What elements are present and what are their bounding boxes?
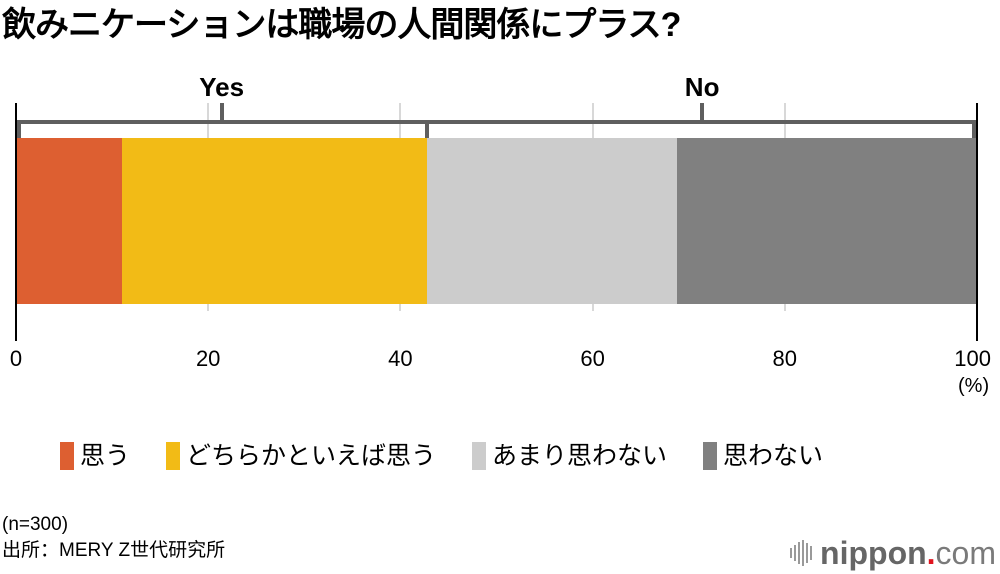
axis-line-right: [976, 103, 978, 341]
sound-wave-icon: [790, 540, 813, 566]
legend-label: 思わない: [723, 442, 824, 470]
legend-item: 思う: [60, 441, 130, 471]
legend: 思う どちらかといえば思う あまり思わない 思わない: [60, 441, 859, 471]
bar-segment-1: [16, 138, 122, 304]
legend-item: あまり思わない: [472, 441, 667, 471]
legend-label: どちらかといえば思う: [186, 442, 437, 470]
x-tick-label: 100: [954, 346, 991, 371]
chart-title: 飲みニケーションは職場の人間関係にプラス?: [2, 6, 681, 44]
x-tick-label: 80: [772, 346, 798, 371]
legend-item: 思わない: [703, 441, 823, 471]
nippon-logo: nippon. com: [790, 535, 996, 571]
bracket-center-tick: [219, 103, 224, 123]
bracket-divider: [425, 120, 430, 138]
bar-segment-3: [427, 138, 678, 304]
bracket-end-left: [17, 120, 21, 138]
source-note: 出所：MERY Z世代研究所: [2, 540, 226, 561]
legend-swatch: [60, 442, 74, 470]
bracket-center-tick: [700, 103, 705, 123]
bracket-end-right: [972, 120, 976, 138]
bar-segment-2: [121, 138, 428, 304]
legend-swatch: [703, 442, 718, 470]
axis-line-left: [15, 103, 17, 341]
x-tick-label: 40: [388, 346, 413, 371]
legend-label: 思う: [80, 442, 131, 470]
x-tick-label: 20: [195, 346, 221, 371]
sample-size-note: (n=300): [2, 514, 69, 535]
x-tick-label: 0: [9, 346, 23, 371]
legend-label: あまり思わない: [492, 442, 668, 470]
legend-swatch: [472, 442, 487, 470]
x-tick-label: 60: [580, 346, 605, 371]
group-label-yes: Yes: [199, 72, 245, 102]
bar-segment-4: [677, 138, 977, 304]
group-label-no: No: [684, 72, 720, 102]
legend-item: どちらかといえば思う: [166, 441, 436, 471]
x-axis-unit: (%): [958, 375, 990, 397]
legend-swatch: [166, 442, 181, 470]
stacked-bar-chart: Yes No 0 20 40 60 80 100: [9, 72, 991, 371]
